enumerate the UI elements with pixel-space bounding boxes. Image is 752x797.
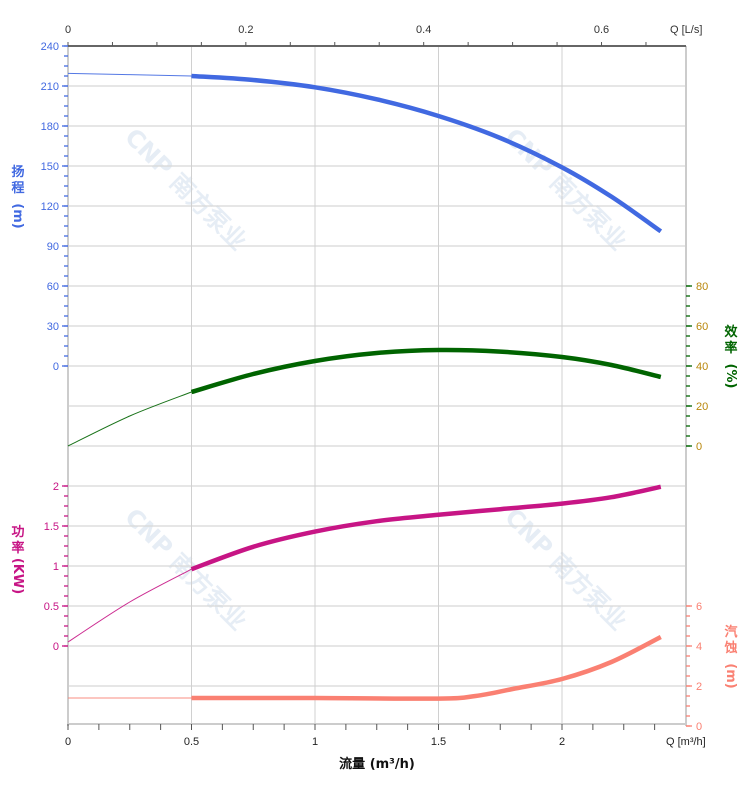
axis-title-unit: (m) [10, 203, 25, 228]
axis-tick-label: 40 [696, 361, 708, 373]
axis-tick-label: 0 [53, 641, 59, 653]
axis-title-char: 程 [11, 181, 24, 196]
axis-title-0: 扬程 (m) [10, 164, 25, 229]
top-tick-label: 0.6 [594, 24, 609, 36]
axis-title-char: 率 [11, 540, 24, 556]
curve-thin-2 [67, 568, 192, 643]
axis-title-1: 效率 (%) [723, 324, 738, 388]
curve-3 [191, 634, 662, 701]
top-axis-unit: Q [L/s] [670, 24, 702, 36]
bottom-tick-label: 0 [65, 736, 71, 748]
axis-tick-label: 6 [696, 601, 702, 613]
axis-tick-label: 60 [47, 281, 59, 293]
top-tick-label: 0 [65, 24, 71, 36]
axis-title-char: 汽 [724, 624, 737, 640]
axis-tick-label: 0 [696, 441, 702, 453]
curve-2 [190, 484, 662, 572]
watermark-logo: CNP 南方泵业 [499, 503, 632, 636]
x-axis-title: 流量 (m³/h) [339, 756, 415, 772]
axis-title-3: 汽蚀 (m) [723, 624, 738, 689]
curve-0 [191, 73, 663, 234]
bottom-tick-label: 1 [312, 736, 318, 748]
axis-tick-label: 80 [696, 281, 708, 293]
axis-tick-label: 180 [41, 121, 59, 133]
watermark-logo: CNP 南方泵业 [119, 123, 252, 256]
axis-title-unit: (KW) [10, 558, 25, 594]
bottom-tick-label: 2 [559, 736, 565, 748]
axis-tick-label: 30 [47, 321, 59, 333]
axis-tick-label: 90 [47, 241, 59, 253]
axis-tick-label: 1.5 [44, 521, 59, 533]
axis-title-char: 蚀 [723, 640, 737, 656]
axis-title-char: 功 [11, 525, 24, 540]
axis-title-unit: (m) [723, 663, 738, 688]
top-tick-label: 0.4 [416, 24, 431, 36]
axis-tick-label: 20 [696, 401, 708, 413]
axis-tick-label: 0.5 [44, 601, 59, 613]
bottom-tick-label: 0.5 [184, 736, 199, 748]
axis-tick-label: 210 [41, 81, 59, 93]
axis-tick-label: 150 [41, 161, 59, 173]
watermark-logo: CNP 南方泵业 [499, 123, 632, 256]
axis-tick-label: 60 [696, 321, 708, 333]
top-tick-label: 0.2 [238, 24, 253, 36]
bottom-tick-label: 1.5 [431, 736, 446, 748]
axis-tick-label: 1 [53, 561, 59, 573]
axis-tick-label: 0 [696, 721, 702, 733]
curve-thin-0 [67, 72, 192, 77]
axis-tick-label: 240 [41, 41, 59, 53]
watermark-logo: CNP 南方泵业 [119, 503, 252, 636]
axis-title-char: 效 [724, 324, 738, 340]
axis-tick-label: 2 [696, 681, 702, 693]
axis-title-unit: (%) [723, 364, 738, 389]
curve-1 [190, 347, 662, 395]
bottom-axis-unit: Q [m³/h] [666, 736, 706, 748]
axis-tick-label: 120 [41, 201, 59, 213]
axis-title-char: 率 [724, 340, 737, 356]
axis-tick-label: 0 [53, 361, 59, 373]
axis-tick-label: 2 [53, 481, 59, 493]
axis-tick-label: 4 [696, 641, 702, 653]
curve-thin-1 [67, 391, 192, 447]
axis-title-2: 功率 (KW) [10, 525, 25, 594]
axis-title-char: 扬 [11, 164, 24, 180]
